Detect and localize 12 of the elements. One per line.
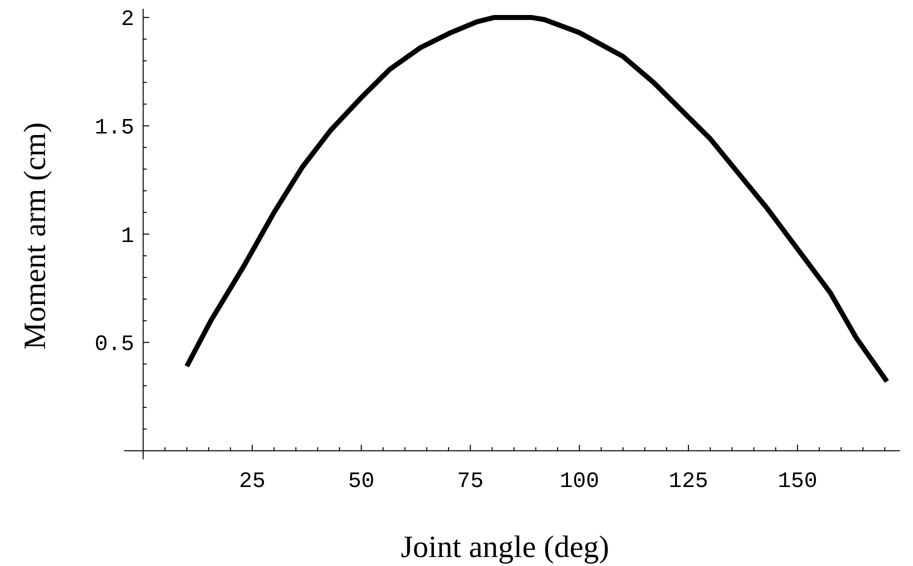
x-tick-label: 150 xyxy=(778,469,818,494)
x-tick-label: 75 xyxy=(457,469,484,494)
y-tick-label: 1 xyxy=(120,224,134,249)
y-axis-title: Moment arm (cm) xyxy=(17,122,52,350)
x-tick-label: 50 xyxy=(348,469,374,494)
x-tick-label: 25 xyxy=(239,469,266,494)
x-axis-title: Joint angle (deg) xyxy=(400,529,610,564)
y-tick-label: 0.5 xyxy=(94,332,134,358)
x-tick-label: 100 xyxy=(560,469,600,494)
x-tick-label: 125 xyxy=(668,469,708,494)
y-tick-label: 2 xyxy=(120,7,134,32)
y-tick-label: 1.5 xyxy=(94,115,134,140)
